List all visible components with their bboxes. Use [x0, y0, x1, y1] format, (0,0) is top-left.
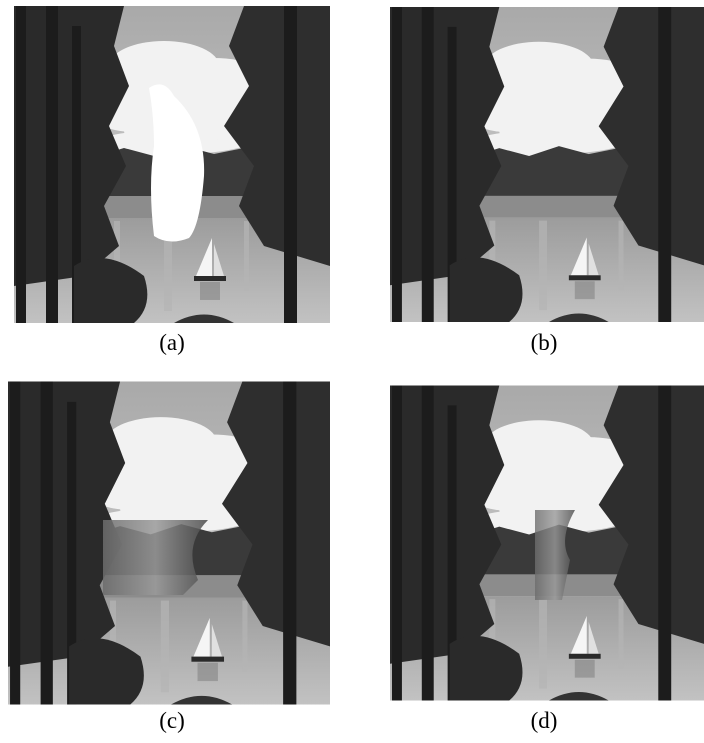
fill-region	[103, 520, 208, 595]
panel-caption: (a)	[112, 330, 232, 356]
panel-image	[8, 380, 330, 706]
figure: (a) (b) (c) (d)	[0, 0, 704, 743]
panel-caption: (c)	[112, 708, 232, 734]
panel-image	[390, 380, 704, 706]
panel-image	[390, 6, 704, 323]
panel-caption: (b)	[484, 330, 604, 356]
panel-caption: (d)	[484, 708, 604, 734]
panel-image	[14, 6, 330, 323]
